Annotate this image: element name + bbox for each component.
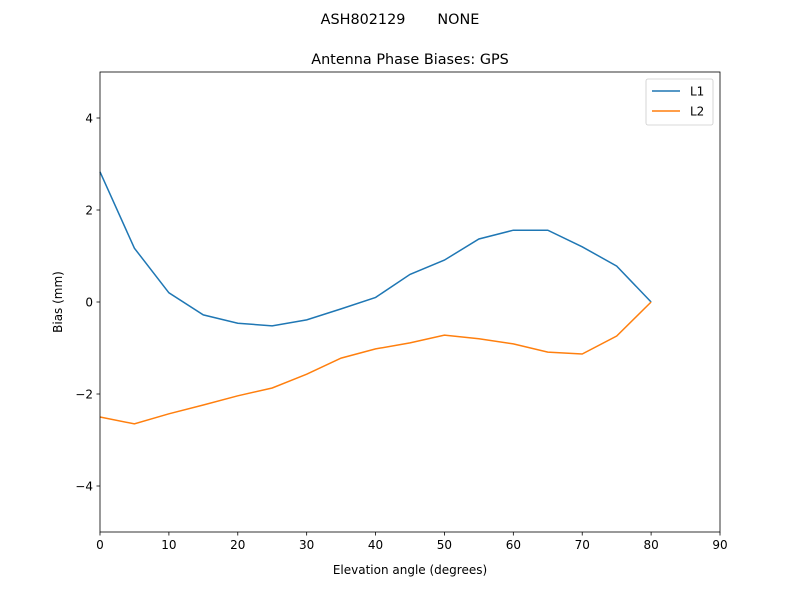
x-tick-label: 40 xyxy=(368,538,383,552)
legend-label: L2 xyxy=(690,105,704,119)
x-axis: 0 10 20 30 40 50 60 70 80 90 xyxy=(96,532,728,552)
series-line-l1 xyxy=(99,171,652,327)
legend-label: L1 xyxy=(690,85,704,99)
x-tick-label: 50 xyxy=(437,538,452,552)
x-tick-label: 70 xyxy=(575,538,590,552)
x-tick-label: 0 xyxy=(96,538,104,552)
axes-frame xyxy=(99,71,721,533)
x-tick-label: 10 xyxy=(161,538,176,552)
suptitle: ASH802129 NONE xyxy=(321,12,480,28)
x-tick-label: 20 xyxy=(230,538,245,552)
y-axis-label: Bias (mm) xyxy=(51,271,65,333)
y-tick-label: 2 xyxy=(85,204,93,218)
x-tick-label: 80 xyxy=(643,538,658,552)
y-tick-label: −4 xyxy=(75,480,93,494)
chart-title: Antenna Phase Biases: GPS xyxy=(311,52,509,68)
y-axis: −4 −2 0 2 4 xyxy=(75,112,100,494)
x-tick-label: 60 xyxy=(506,538,521,552)
y-tick-label: −2 xyxy=(75,388,93,402)
x-axis-label: Elevation angle (degrees) xyxy=(333,563,487,577)
y-tick-label: 0 xyxy=(85,296,93,310)
plot-area xyxy=(99,171,652,425)
y-tick-label: 4 xyxy=(85,112,93,126)
x-tick-label: 30 xyxy=(299,538,314,552)
x-tick-label: 90 xyxy=(712,538,727,552)
series-line-l2 xyxy=(99,301,652,425)
